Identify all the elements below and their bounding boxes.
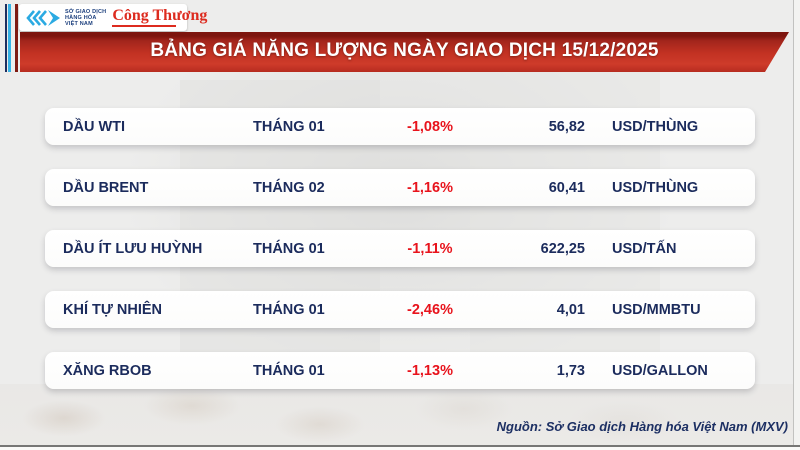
change-percent: -1,16% bbox=[407, 179, 453, 196]
contract-month: THÁNG 02 bbox=[253, 179, 325, 196]
price-unit: USD/THÙNG bbox=[612, 118, 699, 135]
contract-month: THÁNG 01 bbox=[253, 118, 325, 135]
congthuong-logo: Công Thương bbox=[112, 8, 207, 27]
table-row: DẦU ÍT LƯU HUỲNH THÁNG 01 -1,11% 622,25 … bbox=[45, 230, 755, 267]
commodity-name: DẦU WTI bbox=[63, 118, 126, 135]
table-row: DẦU WTI THÁNG 01 -1,08% 56,82 USD/THÙNG bbox=[45, 108, 755, 145]
congthuong-logo-text: Công Thương bbox=[112, 7, 208, 24]
change-percent: -1,11% bbox=[407, 240, 453, 257]
price-table: DẦU WTI THÁNG 01 -1,08% 56,82 USD/THÙNG … bbox=[45, 108, 755, 389]
accent-stripe-navy bbox=[5, 4, 7, 72]
bottom-margin bbox=[0, 447, 800, 450]
contract-month: THÁNG 01 bbox=[253, 240, 325, 257]
change-percent: -1,13% bbox=[407, 362, 453, 379]
commodity-name: DẦU ÍT LƯU HUỲNH bbox=[63, 240, 203, 257]
mxv-name-line: HÀNG HÓA bbox=[65, 14, 97, 21]
price-unit: USD/MMBTU bbox=[612, 301, 701, 318]
accent-stripe-cyan bbox=[8, 4, 11, 72]
price-unit: USD/GALLON bbox=[612, 362, 708, 379]
page-title: BẢNG GIÁ NĂNG LƯỢNG NGÀY GIAO DỊCH 15/12… bbox=[150, 40, 659, 61]
change-percent: -1,08% bbox=[407, 118, 453, 135]
price-value: 60,41 bbox=[548, 179, 585, 196]
bottom-divider-line bbox=[0, 445, 800, 447]
contract-month: THÁNG 01 bbox=[253, 301, 325, 318]
table-row: XĂNG RBOB THÁNG 01 -1,13% 1,73 USD/GALLO… bbox=[45, 352, 755, 389]
commodity-name: XĂNG RBOB bbox=[63, 362, 152, 379]
congthuong-tagline-bar bbox=[112, 25, 177, 27]
right-edge-strip bbox=[793, 0, 800, 450]
mxv-logo-icon bbox=[26, 9, 60, 26]
commodity-name: DẦU BRENT bbox=[63, 179, 149, 196]
change-percent: -2,46% bbox=[407, 301, 453, 318]
price-value: 56,82 bbox=[548, 118, 585, 135]
mxv-name-line: SỞ GIAO DỊCH bbox=[65, 8, 107, 15]
commodity-name: KHÍ TỰ NHIÊN bbox=[63, 301, 163, 318]
contract-month: THÁNG 01 bbox=[253, 362, 325, 379]
price-value: 1,73 bbox=[556, 362, 585, 379]
price-unit: USD/TẤN bbox=[612, 240, 677, 257]
title-banner: BẢNG GIÁ NĂNG LƯỢNG NGÀY GIAO DỊCH 15/12… bbox=[20, 32, 789, 72]
accent-stripe-maroon bbox=[15, 4, 18, 72]
source-attribution: Nguồn: Sở Giao dịch Hàng hóa Việt Nam (M… bbox=[496, 419, 788, 434]
mxv-name-line: VIỆT NAM bbox=[65, 20, 93, 27]
mxv-logo-name: SỞ GIAO DỊCH HÀNG HÓA VIỆT NAM bbox=[65, 9, 106, 27]
price-value: 622,25 bbox=[540, 240, 585, 257]
price-value: 4,01 bbox=[556, 301, 585, 318]
price-unit: USD/THÙNG bbox=[612, 179, 699, 196]
table-row: KHÍ TỰ NHIÊN THÁNG 01 -2,46% 4,01 USD/MM… bbox=[45, 291, 755, 328]
background-photo-strip-bottom bbox=[0, 384, 800, 446]
logo-box: SỞ GIAO DỊCH HÀNG HÓA VIỆT NAM Công Thươ… bbox=[19, 4, 207, 31]
table-row: DẦU BRENT THÁNG 02 -1,16% 60,41 USD/THÙN… bbox=[45, 169, 755, 206]
